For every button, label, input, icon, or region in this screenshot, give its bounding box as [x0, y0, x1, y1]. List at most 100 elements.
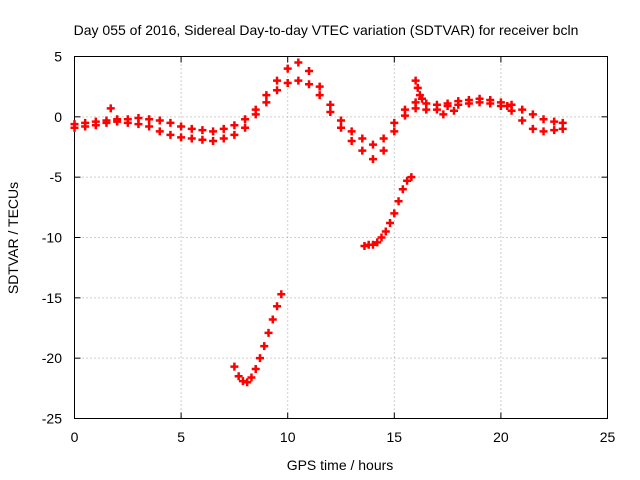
- data-point: [251, 365, 260, 374]
- data-point: [337, 116, 345, 125]
- data-point: [379, 134, 388, 143]
- data-point: [113, 117, 122, 126]
- data-point: [106, 104, 115, 113]
- data-point: [315, 82, 324, 91]
- data-point: [518, 116, 527, 125]
- data-point: [518, 105, 527, 114]
- data-point: [528, 124, 537, 133]
- data-point: [368, 155, 377, 164]
- data-point: [70, 123, 79, 132]
- data-point: [454, 100, 463, 109]
- data-point: [187, 124, 196, 133]
- data-point: [155, 127, 164, 136]
- data-point: [268, 315, 277, 324]
- tick-labels: 0 5 10 15 20 25 5 0 -5 -10 -15 -20 -25: [42, 49, 616, 446]
- data-point: [377, 233, 386, 242]
- data-point: [102, 118, 111, 127]
- data-point: [177, 122, 186, 131]
- data-point: [166, 118, 175, 127]
- data-point: [187, 134, 196, 143]
- data-point: [198, 135, 207, 144]
- data-point: [539, 115, 548, 124]
- data-point: [326, 108, 335, 117]
- data-point: [219, 134, 228, 143]
- data-point: [347, 127, 356, 136]
- data-point: [251, 110, 260, 119]
- series-lower-band: [70, 76, 567, 164]
- data-point: [277, 290, 286, 299]
- x-tick-label: 25: [600, 429, 616, 445]
- chart-title: Day 055 of 2016, Sidereal Day-to-day VTE…: [74, 22, 579, 38]
- y-tick-label: 5: [54, 49, 62, 65]
- data-point: [507, 106, 516, 115]
- data-point: [145, 122, 154, 131]
- data-point: [241, 115, 250, 124]
- plot-frame: [74, 56, 608, 419]
- data-point: [166, 130, 175, 139]
- axis-ticks: [74, 56, 608, 419]
- data-point: [449, 106, 458, 115]
- data-point: [403, 176, 412, 185]
- data-point: [373, 238, 382, 247]
- data-point: [368, 240, 377, 249]
- data-point: [209, 136, 218, 145]
- data-point: [81, 122, 90, 131]
- data-point: [262, 91, 271, 100]
- data-point: [418, 94, 427, 103]
- y-tick-label: -10: [42, 230, 62, 246]
- data-point: [390, 209, 399, 218]
- data-point: [432, 105, 441, 114]
- data-point: [91, 121, 100, 130]
- series-isolated-points: [106, 76, 512, 119]
- y-tick-label: -5: [50, 169, 63, 185]
- data-point: [177, 133, 186, 142]
- data-point: [347, 136, 356, 145]
- data-point: [407, 173, 416, 182]
- data-point: [219, 124, 228, 133]
- data-point: [273, 76, 282, 85]
- data-point: [247, 373, 256, 382]
- data-point: [283, 64, 292, 73]
- data-point: [394, 197, 403, 206]
- data-point: [464, 99, 473, 108]
- data-point: [260, 342, 269, 351]
- data-point: [305, 80, 314, 89]
- data-point: [539, 127, 548, 136]
- data-point: [264, 328, 273, 337]
- data-point: [145, 115, 154, 124]
- y-tick-label: 0: [54, 109, 62, 125]
- x-tick-label: 20: [493, 429, 509, 445]
- data-point: [390, 118, 399, 127]
- data-point: [262, 98, 271, 107]
- data-point: [400, 111, 409, 120]
- data-point: [439, 110, 448, 119]
- data-point: [337, 123, 345, 132]
- y-axis-label: SDTVAR / TECUs: [5, 182, 21, 294]
- data-point: [558, 124, 567, 133]
- y-tick-label: -25: [42, 411, 62, 427]
- data-point: [422, 105, 431, 114]
- x-axis-label: GPS time / hours: [287, 457, 394, 473]
- data-point: [230, 362, 239, 371]
- series-arc-early: [230, 290, 286, 387]
- data-point: [294, 58, 303, 67]
- data-point: [273, 302, 282, 311]
- series-arc-late: [360, 173, 416, 250]
- data-point: [230, 130, 239, 139]
- y-tick-label: -20: [42, 350, 62, 366]
- data-point: [123, 118, 132, 127]
- data-point: [550, 117, 559, 126]
- data-point: [305, 66, 314, 75]
- data-point: [443, 101, 452, 110]
- y-tick-label: -15: [42, 290, 62, 306]
- data-point: [381, 227, 390, 236]
- data-point: [368, 140, 377, 149]
- data-point: [326, 100, 335, 109]
- data-point: [379, 146, 388, 155]
- data-point: [294, 76, 303, 85]
- data-point: [243, 378, 252, 387]
- data-point: [134, 120, 143, 129]
- data-point: [155, 116, 164, 125]
- data-point: [413, 83, 422, 92]
